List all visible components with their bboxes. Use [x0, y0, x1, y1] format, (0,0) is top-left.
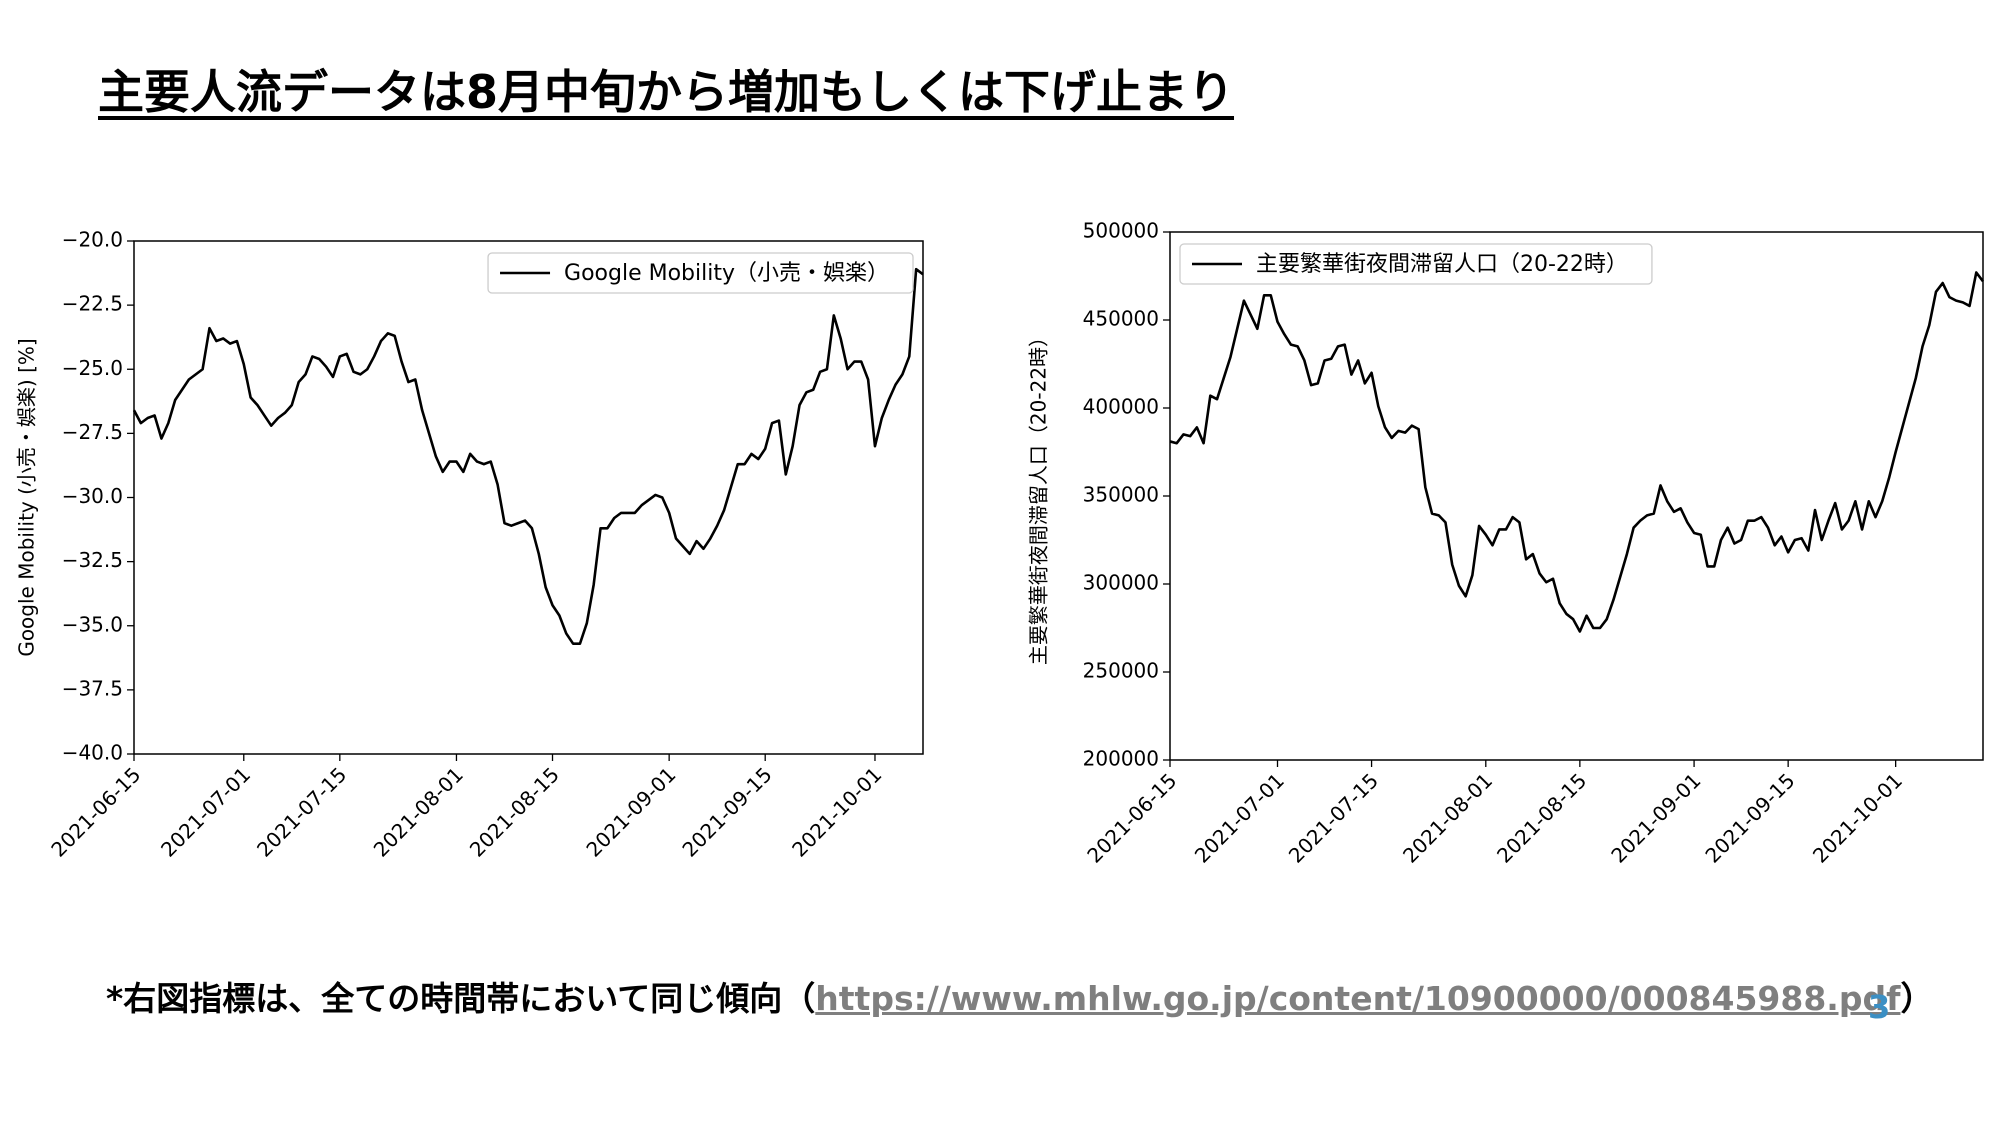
- y-tick-label: 300000: [1083, 571, 1159, 595]
- y-tick-label: −32.5: [62, 548, 123, 572]
- x-tick-label: 2021-07-01: [1190, 768, 1289, 867]
- plot-frame: [1169, 231, 1984, 761]
- x-tick-label: 2021-07-15: [1284, 768, 1383, 867]
- y-tick-label: −20.0: [62, 228, 123, 252]
- slide-title: 主要人流データは8月中旬から増加もしくは下げ止まり: [98, 65, 1235, 119]
- y-tick-label: 200000: [1083, 747, 1159, 771]
- x-tick-label: 2021-08-15: [465, 762, 564, 861]
- y-axis-label: 主要繁華街夜間滞留人口（20-22時）: [1027, 327, 1051, 665]
- legend-frame: [487, 252, 914, 294]
- footnote: *右図指標は、全ての時間帯において同じ傾向（https://www.mhlw.g…: [106, 972, 1933, 1020]
- x-tick-label: 2021-08-01: [1398, 768, 1497, 867]
- x-tick-label: 2021-08-15: [1492, 768, 1591, 867]
- x-tick-label: 2021-10-01: [1808, 768, 1907, 867]
- x-tick-label: 2021-08-01: [369, 762, 468, 861]
- x-tick-label: 2021-07-01: [156, 762, 255, 861]
- legend: Google Mobility（小売・娯楽）: [487, 252, 914, 294]
- x-tick-label: 2021-09-01: [581, 762, 680, 861]
- y-tick-label: −37.5: [62, 676, 123, 700]
- plot-frame: [133, 240, 924, 755]
- y-tick-label: 500000: [1083, 219, 1159, 243]
- legend-text: 主要繁華街夜間滞留人口（20-22時）: [1256, 252, 1628, 277]
- y-tick-label: −25.0: [62, 356, 123, 380]
- y-tick-label: 400000: [1083, 395, 1159, 419]
- y-tick-label: −27.5: [62, 420, 123, 444]
- footnote-link[interactable]: https://www.mhlw.go.jp/content/10900000/…: [815, 979, 1901, 1018]
- y-tick-label: 450000: [1083, 307, 1159, 331]
- y-tick-label: −40.0: [62, 741, 123, 765]
- x-tick-label: 2021-10-01: [787, 762, 886, 861]
- x-tick-label: 2021-06-15: [1082, 768, 1181, 867]
- y-tick-label: −22.5: [62, 292, 123, 316]
- y-axis-label: Google Mobility (小売・娯楽) [%]: [15, 338, 39, 656]
- legend: 主要繁華街夜間滞留人口（20-22時）: [1179, 243, 1653, 285]
- y-tick-label: −30.0: [62, 484, 123, 508]
- footnote-text: ）: [1900, 979, 1934, 1018]
- page-number: 3: [1868, 988, 1891, 1026]
- legend-text: Google Mobility（小売・娯楽）: [564, 261, 889, 286]
- x-tick-label: 2021-09-15: [1700, 768, 1799, 867]
- x-tick-label: 2021-09-15: [677, 762, 776, 861]
- data-line: [132, 267, 924, 646]
- legend-frame: [1179, 243, 1653, 285]
- y-tick-label: 350000: [1083, 483, 1159, 507]
- x-tick-label: 2021-07-15: [252, 762, 351, 861]
- x-tick-label: 2021-06-15: [46, 762, 145, 861]
- footnote-text: *右図指標は、全ての時間帯において同じ傾向（: [106, 979, 816, 1018]
- y-tick-label: 250000: [1083, 659, 1159, 683]
- data-line: [1169, 271, 1985, 633]
- x-tick-label: 2021-09-01: [1606, 768, 1705, 867]
- y-tick-label: −35.0: [62, 612, 123, 636]
